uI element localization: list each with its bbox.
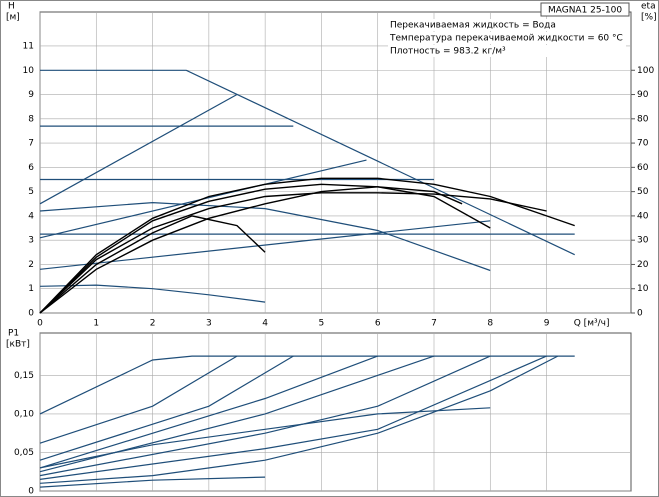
y-tick-label: 0,15 (14, 371, 34, 381)
y-label: P1 (8, 329, 19, 339)
y-tick-label: 0,05 (14, 448, 34, 458)
curve (39, 192, 547, 314)
curve (39, 186, 463, 314)
y-tick-label: 0 (28, 487, 34, 497)
annotation: Температура перекачиваемой жидкости = 60… (389, 34, 623, 44)
curve (40, 69, 575, 256)
y-tick-label: 10 (23, 66, 35, 76)
plot-area (39, 11, 632, 314)
curve (39, 201, 491, 272)
curve (39, 355, 559, 484)
y-tick-label: 6 (28, 163, 34, 173)
chart-title: MAGNA1 25-100 (548, 6, 622, 16)
y-tick-label: 11 (23, 41, 34, 51)
curve (39, 355, 575, 415)
y2-tick-label: 80 (637, 114, 649, 124)
curve (39, 355, 294, 461)
y-label: H (8, 2, 15, 12)
y-tick-label: 1 (28, 284, 34, 294)
y2-tick-label: 40 (637, 211, 649, 221)
y2-label: eta (641, 2, 656, 12)
x-label: Q [м³/ч] (574, 319, 610, 329)
y-tick-label: 7 (28, 139, 34, 149)
curve (39, 355, 378, 469)
annotation: Перекачиваемая жидкость = Вода (390, 21, 556, 31)
y2-tick-label: 90 (637, 90, 649, 100)
curve (39, 215, 266, 314)
curve (39, 93, 238, 205)
x-tick-label: 1 (93, 319, 99, 329)
x-tick-label: 5 (319, 319, 325, 329)
y-unit: [м] (6, 13, 20, 23)
y-tick-label: 0 (28, 309, 34, 319)
y-tick-label: 2 (28, 260, 34, 270)
y2-tick-label: 60 (637, 163, 649, 173)
curve (39, 355, 238, 444)
x-tick-label: 7 (431, 319, 437, 329)
x-tick-label: 8 (487, 319, 493, 329)
plot-area (39, 332, 632, 492)
y2-tick-label: 70 (637, 139, 649, 149)
title-box (540, 2, 630, 17)
curve (39, 355, 547, 480)
y2-tick-label: 100 (637, 66, 654, 76)
y-tick-label: 9 (28, 90, 34, 100)
y2-tick-label: 0 (637, 309, 643, 319)
y-unit: [кВт] (6, 340, 30, 350)
curve (39, 407, 491, 469)
y-tick-label: 4 (28, 211, 34, 221)
y-tick-label: 0,10 (14, 409, 34, 419)
annotation-bg (388, 45, 626, 57)
y-tick-label: 8 (28, 114, 34, 124)
x-tick-label: 6 (375, 319, 381, 329)
x-tick-label: 2 (150, 319, 156, 329)
x-tick-label: 0 (37, 319, 43, 329)
curve (39, 476, 266, 488)
y2-tick-label: 50 (637, 187, 649, 197)
annotation-bg (388, 32, 626, 44)
curve (39, 220, 491, 270)
y2-tick-label: 20 (637, 260, 649, 270)
y2-unit: [%] (641, 13, 657, 23)
x-tick-label: 4 (262, 319, 268, 329)
annotation-bg (388, 19, 626, 31)
x-tick-label: 9 (544, 319, 550, 329)
y2-tick-label: 10 (637, 284, 649, 294)
y-tick-label: 5 (28, 187, 34, 197)
annotation: Плотность = 983.2 кг/м³ (390, 47, 506, 57)
y-tick-label: 3 (28, 236, 34, 246)
y2-tick-label: 30 (637, 236, 649, 246)
curve (39, 284, 266, 303)
x-tick-label: 3 (206, 319, 212, 329)
curve (39, 355, 491, 477)
